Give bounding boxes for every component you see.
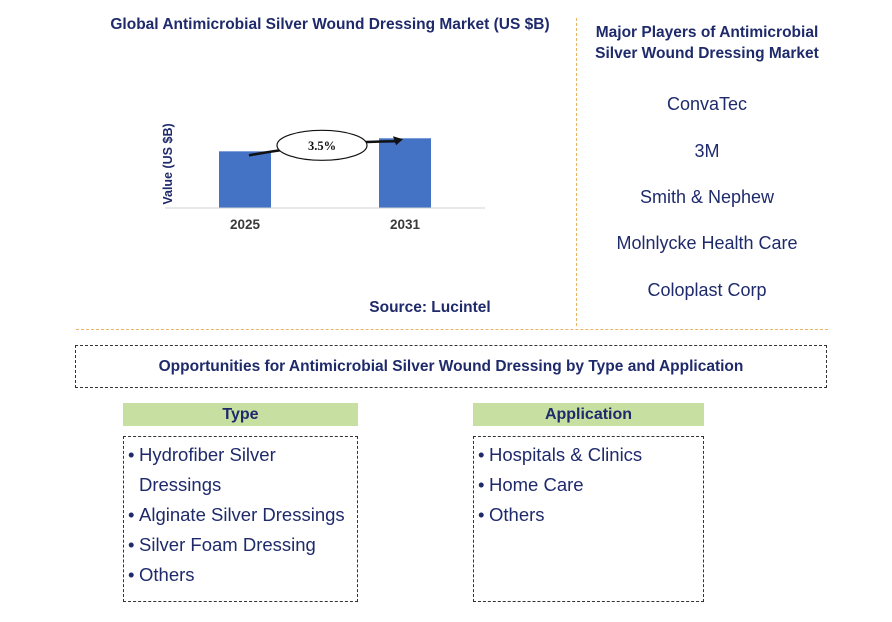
bar [379,138,431,208]
bar-chart: 2025 2031 Value (US $B) 3.5% [161,123,485,232]
source-note: Source: Lucintel [369,299,491,316]
growth-arrow-head [393,136,403,146]
player-item: 3M [694,141,720,161]
application-item: Home Care [478,470,699,500]
player-item: Coloplast Corp [647,280,767,300]
type-list: Hydrofiber Silver Dressings Alginate Sil… [128,440,353,590]
horizontal-divider [76,329,828,330]
application-heading: Application [473,403,704,426]
application-list-box: Hospitals & Clinics Home Care Others [473,436,704,602]
x-tick-label: 2025 [230,217,261,232]
bar [219,151,271,208]
growth-rate-label: 3.5% [308,139,336,153]
opportunities-title: Opportunities for Antimicrobial Silver W… [75,345,827,388]
application-item: Hospitals & Clinics [478,440,699,470]
growth-rate-bubble [276,129,368,161]
application-item: Others [478,500,699,530]
players-title: Major Players of Antimicrobial Silver Wo… [595,24,819,62]
x-tick-label: 2031 [390,217,421,232]
type-item: Silver Foam Dressing [128,530,353,560]
chart-title: Global Antimicrobial Silver Wound Dressi… [110,16,550,33]
type-item: Hydrofiber Silver Dressings [128,440,353,500]
player-item: Molnlycke Health Care [616,233,798,253]
application-list: Hospitals & Clinics Home Care Others [478,440,699,530]
vertical-divider [576,18,577,326]
type-heading: Type [123,403,358,426]
type-list-box: Hydrofiber Silver Dressings Alginate Sil… [123,436,358,602]
player-item: Smith & Nephew [639,187,775,207]
type-item: Others [128,560,353,590]
y-axis-label: Value (US $B) [161,123,175,204]
player-item: ConvaTec [666,94,748,114]
type-item: Alginate Silver Dressings [128,500,353,530]
